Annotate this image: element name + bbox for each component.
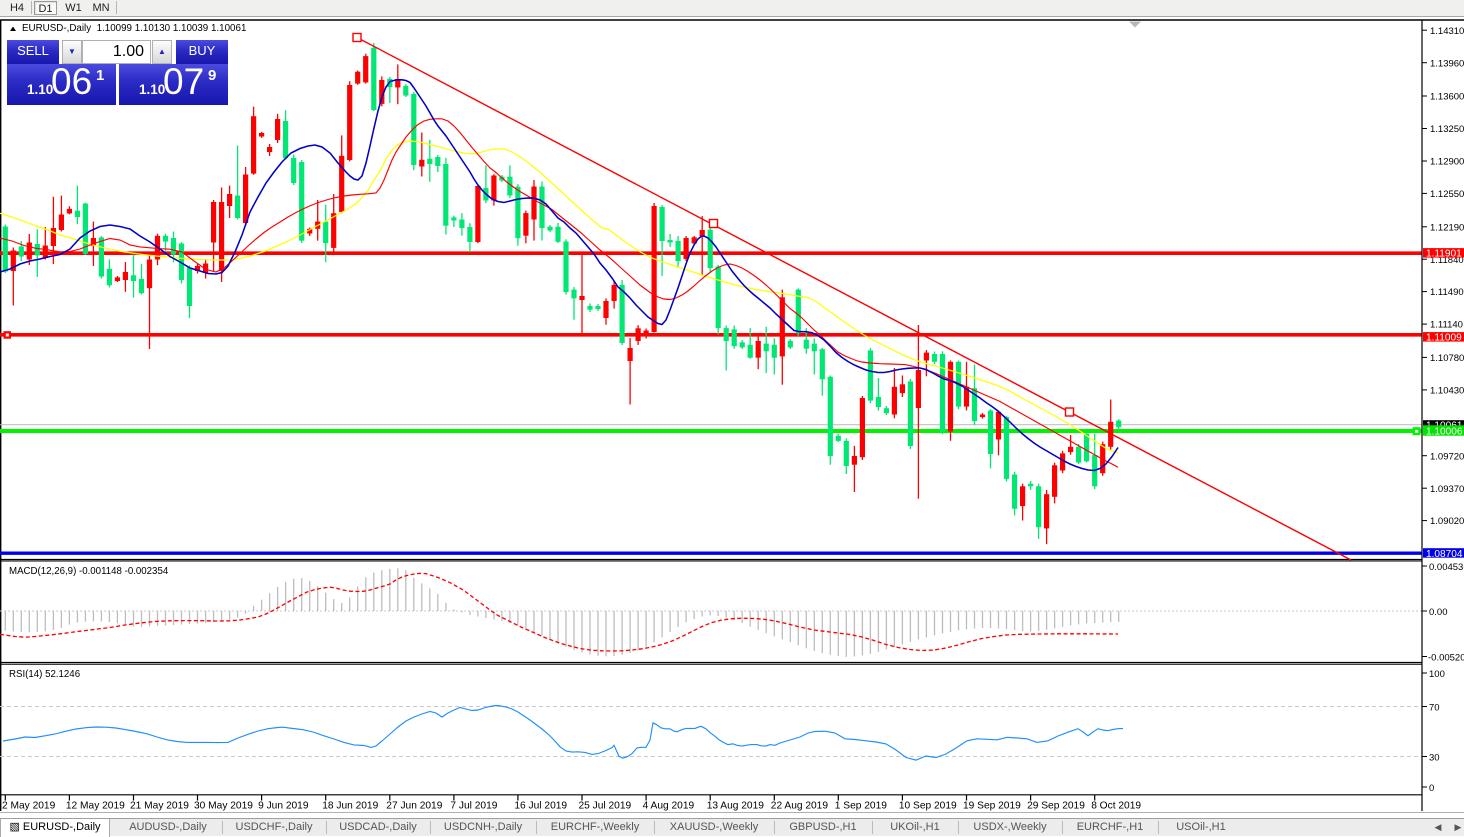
svg-text:1.11840: 1.11840 xyxy=(1430,255,1464,266)
svg-text:4 Aug 2019: 4 Aug 2019 xyxy=(643,801,695,812)
svg-text:RSI(14) 52.1246: RSI(14) 52.1246 xyxy=(9,669,80,680)
svg-text:19 Sep 2019: 19 Sep 2019 xyxy=(963,801,1021,812)
svg-text:0: 0 xyxy=(1429,783,1434,794)
svg-text:1.11490: 1.11490 xyxy=(1430,287,1464,298)
svg-text:16 Jul 2019: 16 Jul 2019 xyxy=(514,801,567,812)
svg-text:1.09720: 1.09720 xyxy=(1430,451,1464,462)
svg-text:1.12190: 1.12190 xyxy=(1430,222,1464,233)
svg-text:8 Oct 2019: 8 Oct 2019 xyxy=(1091,801,1141,812)
svg-text:1.10430: 1.10430 xyxy=(1430,386,1464,397)
svg-text:1.10780: 1.10780 xyxy=(1430,353,1464,364)
svg-text:1.10006: 1.10006 xyxy=(1426,426,1463,437)
svg-text:30 May 2019: 30 May 2019 xyxy=(194,801,253,812)
svg-text:27 Jun 2019: 27 Jun 2019 xyxy=(386,801,442,812)
svg-text:12 May 2019: 12 May 2019 xyxy=(66,801,125,812)
svg-text:2 May 2019: 2 May 2019 xyxy=(2,801,56,812)
svg-text:EURUSD-,Daily 1.10099 1.10130: EURUSD-,Daily 1.10099 1.10130 1.10039 1.… xyxy=(22,23,246,34)
svg-text:1.12900: 1.12900 xyxy=(1430,157,1464,168)
svg-text:100: 100 xyxy=(1429,669,1445,680)
svg-text:1.13250: 1.13250 xyxy=(1430,124,1464,135)
svg-text:0.00: 0.00 xyxy=(1429,607,1448,618)
svg-text:30: 30 xyxy=(1429,753,1440,764)
svg-text:7 Jul 2019: 7 Jul 2019 xyxy=(450,801,497,812)
svg-text:1.12550: 1.12550 xyxy=(1430,189,1464,200)
svg-text:1.13600: 1.13600 xyxy=(1430,92,1464,103)
svg-text:MACD(12,26,9) -0.001148 -0.002: MACD(12,26,9) -0.001148 -0.002354 xyxy=(9,566,169,577)
svg-text:0.004536: 0.004536 xyxy=(1429,562,1464,573)
svg-text:1.14310: 1.14310 xyxy=(1430,26,1464,37)
svg-text:9 Jun 2019: 9 Jun 2019 xyxy=(258,801,309,812)
svg-text:25 Jul 2019: 25 Jul 2019 xyxy=(579,801,632,812)
svg-text:1.08704: 1.08704 xyxy=(1426,549,1463,560)
svg-text:1.11901: 1.11901 xyxy=(1426,249,1462,260)
svg-text:1 Sep 2019: 1 Sep 2019 xyxy=(835,801,887,812)
svg-text:1.11140: 1.11140 xyxy=(1430,320,1463,331)
svg-text:70: 70 xyxy=(1429,703,1440,714)
svg-text:1.13960: 1.13960 xyxy=(1430,58,1464,69)
svg-text:1.09370: 1.09370 xyxy=(1430,484,1464,495)
svg-text:29 Sep 2019: 29 Sep 2019 xyxy=(1027,801,1085,812)
svg-text:21 May 2019: 21 May 2019 xyxy=(130,801,189,812)
svg-text:1.11009: 1.11009 xyxy=(1426,333,1462,344)
svg-text:-0.005205: -0.005205 xyxy=(1428,653,1464,664)
svg-text:22 Aug 2019: 22 Aug 2019 xyxy=(771,801,829,812)
svg-text:1.09020: 1.09020 xyxy=(1430,516,1464,527)
svg-text:13 Aug 2019: 13 Aug 2019 xyxy=(707,801,765,812)
svg-text:18 Jun 2019: 18 Jun 2019 xyxy=(322,801,378,812)
svg-text:10 Sep 2019: 10 Sep 2019 xyxy=(899,801,957,812)
